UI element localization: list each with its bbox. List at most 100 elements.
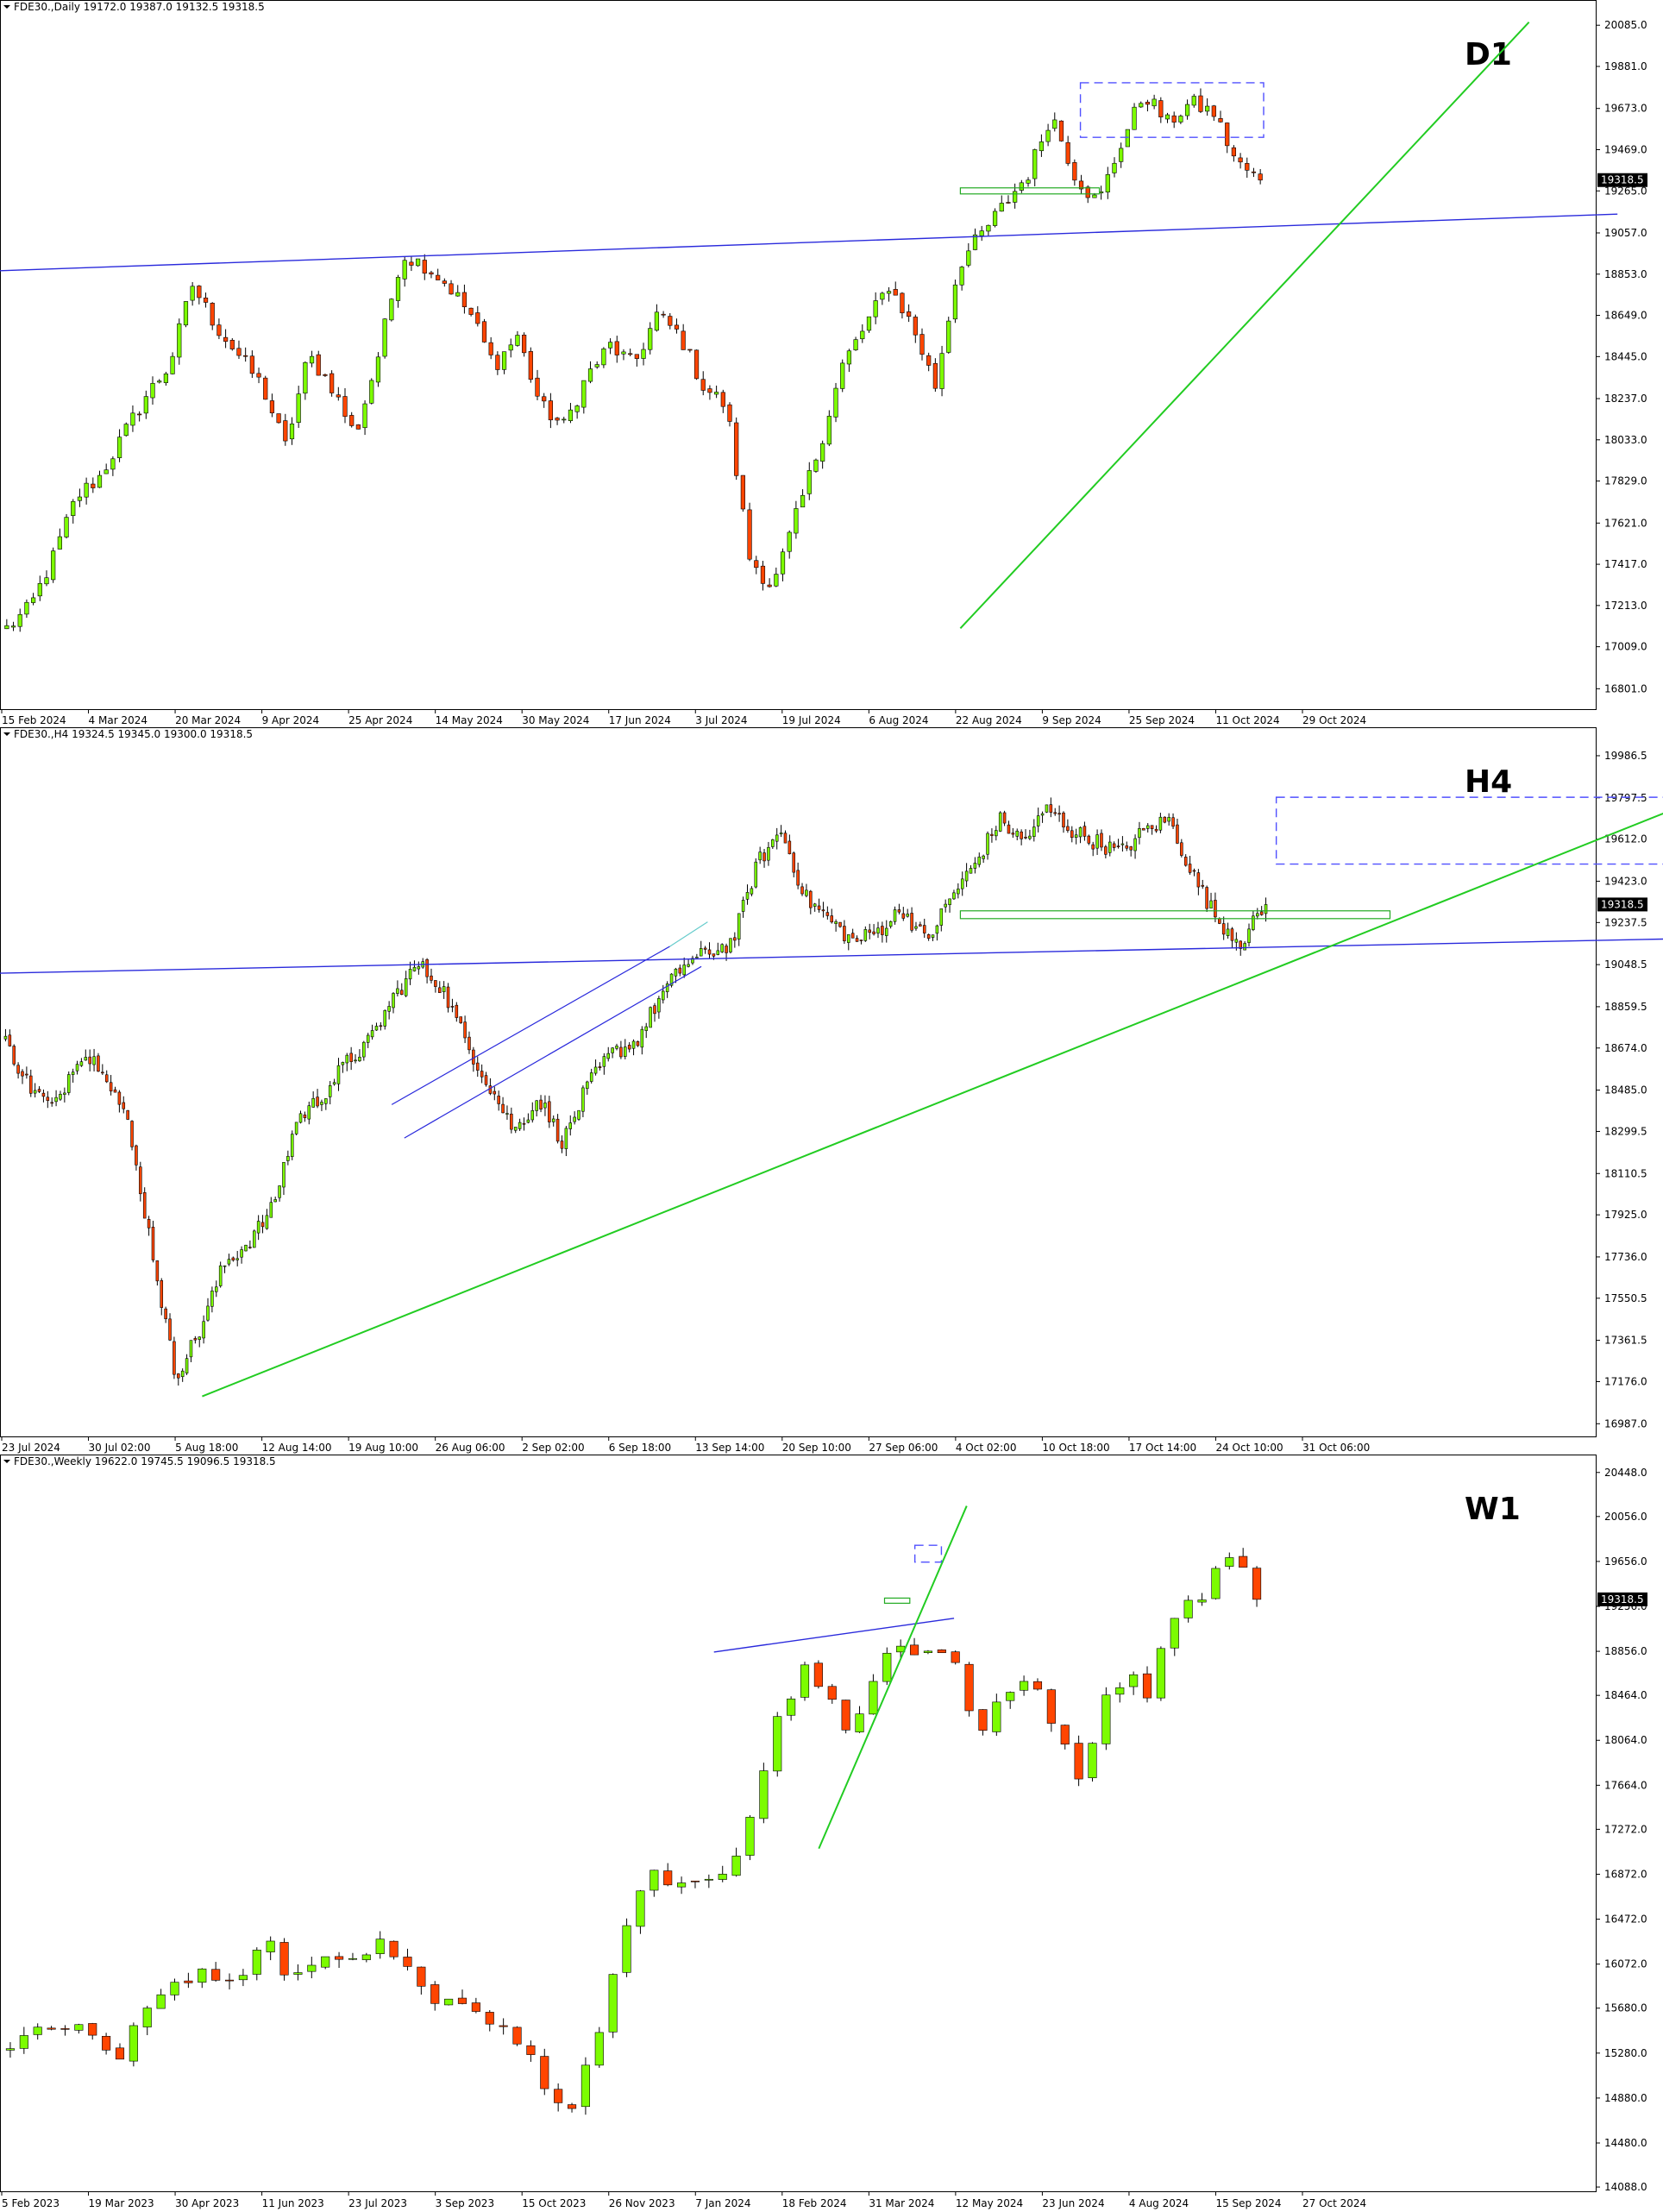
candle (594, 361, 599, 369)
range-box[interactable] (1079, 82, 1265, 138)
candle (369, 378, 374, 405)
range-box[interactable] (913, 1544, 943, 1563)
candle (1145, 823, 1150, 833)
candle (716, 942, 720, 956)
candle (485, 2010, 494, 2032)
candle (217, 318, 222, 340)
candle (657, 996, 661, 1019)
support-line[interactable] (0, 935, 1663, 974)
candle (480, 1064, 484, 1084)
y-tick-label: 18674.0 (1604, 1042, 1647, 1054)
candle (1247, 923, 1251, 947)
candle (1183, 1595, 1193, 1623)
candle (51, 547, 56, 583)
candle (501, 351, 507, 374)
candle (601, 347, 606, 368)
candle (526, 2040, 536, 2062)
candle (548, 393, 553, 429)
x-tick-label: 29 Oct 2024 (1302, 714, 1366, 726)
candle (1156, 1646, 1165, 1701)
candle (155, 1260, 160, 1286)
candle (185, 1354, 189, 1375)
candle (773, 1712, 782, 1777)
candle (731, 1847, 741, 1877)
x-tick-label: 9 Apr 2024 (262, 714, 320, 726)
channel-lower-line[interactable] (404, 965, 702, 1139)
candle (19, 2027, 28, 2054)
support-line[interactable] (713, 1618, 955, 1653)
candle (1032, 1678, 1043, 1691)
candle (661, 311, 666, 318)
candle (135, 1144, 138, 1171)
zone-box[interactable] (959, 187, 1101, 195)
x-tick-label: 15 Oct 2023 (522, 2197, 586, 2209)
candle (1058, 120, 1064, 142)
channel-upper-line[interactable] (391, 946, 670, 1105)
candle (348, 1952, 358, 1961)
candle (876, 921, 880, 939)
candle (1052, 112, 1057, 132)
symbol-ohlc-header: FDE30.,H4 19324.5 19345.0 19300.0 19318.… (14, 728, 253, 740)
candle (316, 350, 321, 376)
candle (499, 2018, 508, 2035)
candle (379, 1021, 383, 1031)
candle (986, 224, 991, 236)
candle (948, 898, 951, 913)
candle (681, 324, 686, 350)
menu-triangle-icon[interactable] (3, 1460, 10, 1463)
candle (1006, 1691, 1015, 1709)
candle (952, 280, 958, 324)
candle (972, 228, 978, 251)
x-tick-label: 19 Jul 2024 (782, 714, 841, 726)
candle (1053, 808, 1057, 816)
candle (349, 412, 355, 428)
candle (1129, 1671, 1139, 1695)
candle (256, 1215, 260, 1241)
menu-triangle-icon[interactable] (3, 5, 10, 9)
candle (1072, 159, 1077, 186)
candle (389, 298, 394, 322)
x-tick-label: 23 Jul 2023 (348, 2197, 407, 2209)
candle (833, 382, 838, 423)
candle (555, 417, 560, 425)
candle (640, 1026, 644, 1055)
candle (1087, 834, 1091, 845)
zone-box[interactable] (883, 1597, 911, 1604)
candle (515, 330, 520, 347)
y-tick-label: 19237.5 (1604, 916, 1647, 928)
zone-box[interactable] (959, 910, 1391, 920)
candle (704, 1874, 713, 1888)
candle (982, 854, 985, 864)
candle (855, 935, 859, 942)
candle (79, 1058, 84, 1067)
support-line[interactable] (0, 213, 1618, 272)
candle (1152, 94, 1157, 110)
x-tick-label: 31 Oct 06:00 (1302, 1442, 1370, 1454)
candle (573, 1111, 576, 1125)
candle (897, 903, 901, 914)
candle (88, 2022, 97, 2040)
candle (840, 359, 845, 393)
candle (475, 305, 480, 327)
candle (1191, 93, 1196, 108)
candle (1225, 122, 1230, 154)
candle (1112, 841, 1116, 851)
menu-triangle-icon[interactable] (3, 732, 10, 736)
y-tick-label: 18110.5 (1604, 1167, 1647, 1179)
y-tick-label: 19048.5 (1604, 958, 1647, 971)
x-tick-label: 4 Aug 2024 (1129, 2197, 1189, 2209)
candle (526, 1113, 530, 1124)
candle (122, 1096, 126, 1114)
chart-header: FDE30.,H4 19324.5 19345.0 19300.0 19318.… (3, 728, 253, 740)
candle (17, 608, 22, 632)
trend-line[interactable] (202, 746, 1663, 1398)
candle (164, 1306, 167, 1323)
candle (1209, 892, 1213, 909)
candle (562, 417, 567, 424)
trend-line[interactable] (959, 22, 1530, 630)
candle (674, 967, 678, 983)
x-tick-label: 12 May 2024 (956, 2197, 1023, 2209)
candle (1049, 797, 1053, 818)
trend-line[interactable] (818, 1505, 968, 1850)
range-box[interactable] (1275, 796, 1663, 865)
